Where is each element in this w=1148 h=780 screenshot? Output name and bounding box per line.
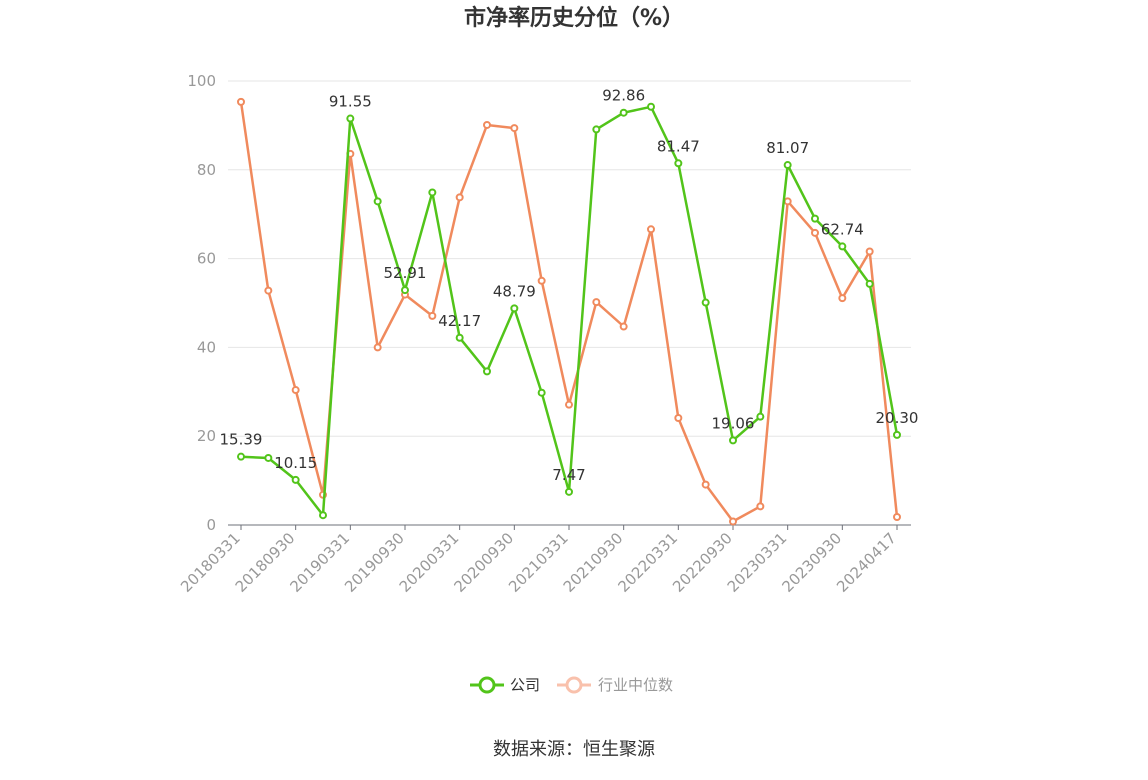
point-company-20220331 bbox=[674, 159, 683, 168]
point-industry-median-20200630 bbox=[483, 120, 491, 129]
point-industry-median-20201231 bbox=[537, 276, 546, 285]
data-label-company-20230930: 62.74 bbox=[821, 220, 864, 238]
grid-layer bbox=[228, 80, 911, 437]
point-company-20201231 bbox=[537, 388, 546, 397]
point-company-20190331 bbox=[346, 114, 355, 123]
point-industry-median-20230630 bbox=[811, 228, 819, 237]
point-industry-median-20220331 bbox=[674, 413, 683, 422]
data-label-company-20180331: 15.39 bbox=[220, 431, 263, 449]
point-industry-median-20211231 bbox=[647, 225, 655, 234]
data-source: 数据来源：恒生聚源 bbox=[493, 739, 655, 760]
legend-item-company[interactable]: 公司 bbox=[470, 676, 540, 694]
point-company-20210331 bbox=[565, 487, 573, 496]
point-company-20210630 bbox=[592, 125, 601, 134]
legend-marker-company bbox=[478, 676, 496, 694]
point-industry-median-20220930 bbox=[729, 517, 737, 526]
legend[interactable]: 公司 行业中位数 bbox=[470, 676, 673, 694]
data-label-company-20200331: 42.17 bbox=[438, 312, 481, 330]
data-label-company-20210331: 7.47 bbox=[552, 466, 585, 484]
point-company-20220630 bbox=[701, 298, 710, 307]
point-company-20210930 bbox=[619, 108, 628, 117]
data-label-company-20190331: 91.55 bbox=[329, 93, 372, 111]
point-company-20191231 bbox=[428, 188, 437, 197]
point-company-20220930 bbox=[729, 436, 737, 445]
data-label-company-20200930: 48.79 bbox=[493, 282, 536, 300]
point-industry-median-20180331 bbox=[237, 97, 245, 106]
x-tick-label-20240417: 20240417 bbox=[833, 529, 900, 596]
point-company-20211231 bbox=[647, 102, 655, 111]
series-line-company bbox=[240, 105, 899, 517]
point-industry-median-20240417 bbox=[893, 513, 901, 522]
legend-label-industry-median: 行业中位数 bbox=[598, 676, 673, 694]
point-company-20180630 bbox=[264, 453, 273, 462]
point-industry-median-20221231 bbox=[756, 502, 765, 511]
point-industry-median-20220630 bbox=[701, 480, 710, 489]
point-company-20200630 bbox=[483, 367, 491, 376]
data-label-company-20190930: 52.91 bbox=[384, 264, 427, 282]
label-layer: 15.39 10.15 91.55 52.91 42.17 48.79 7.47 92.86 8… bbox=[220, 87, 919, 484]
data-label-company-20180930: 10.15 bbox=[274, 454, 317, 472]
point-company-20230630 bbox=[811, 214, 819, 223]
series-line-industry-median bbox=[239, 101, 899, 523]
series-layer bbox=[237, 97, 901, 526]
point-industry-median-20210630 bbox=[592, 298, 601, 307]
y-tick-label-20: 20 bbox=[197, 427, 216, 445]
point-industry-median-20210331 bbox=[565, 400, 573, 409]
y-tick-label-60: 60 bbox=[197, 250, 216, 268]
point-company-20231231 bbox=[865, 279, 874, 288]
point-company-20180331 bbox=[237, 452, 245, 461]
legend-marker-industry-median bbox=[565, 676, 583, 694]
legend-label-company: 公司 bbox=[510, 676, 540, 694]
point-industry-median-20200930 bbox=[510, 124, 519, 133]
legend-item-industry-median[interactable]: 行业中位数 bbox=[557, 676, 673, 694]
y-tick-label-100: 100 bbox=[187, 72, 216, 90]
point-company-20240417 bbox=[893, 430, 901, 439]
point-company-20190930 bbox=[401, 286, 409, 295]
data-label-company-20240417: 20.30 bbox=[876, 409, 919, 427]
y-tick-label-80: 80 bbox=[197, 161, 216, 179]
data-label-company-20230331: 81.07 bbox=[766, 139, 809, 157]
point-industry-median-20210930 bbox=[619, 322, 628, 331]
point-company-20230930 bbox=[838, 242, 847, 251]
point-industry-median-20231231 bbox=[865, 247, 874, 256]
point-industry-median-20190630 bbox=[373, 343, 382, 352]
point-company-20190630 bbox=[373, 197, 382, 206]
point-company-20200930 bbox=[510, 304, 519, 313]
point-company-20180930 bbox=[291, 475, 300, 484]
point-industry-median-20180630 bbox=[264, 286, 273, 295]
point-industry-median-20200331 bbox=[455, 193, 464, 202]
y-tick-label-40: 40 bbox=[197, 338, 216, 356]
data-label-company-20220930: 19.06 bbox=[712, 414, 755, 432]
data-label-company-20220331: 81.47 bbox=[657, 137, 700, 155]
point-industry-median-20230930 bbox=[838, 294, 847, 303]
point-company-20221231 bbox=[756, 412, 765, 421]
point-company-20230331 bbox=[783, 161, 792, 170]
point-industry-median-20180930 bbox=[291, 386, 300, 395]
data-label-company-20210930: 92.86 bbox=[602, 87, 645, 105]
point-industry-median-20191231 bbox=[428, 311, 437, 320]
point-industry-median-20230331 bbox=[783, 197, 792, 206]
point-company-20200331 bbox=[455, 333, 464, 342]
chart-title: 市净率历史分位（%） bbox=[464, 5, 684, 31]
point-company-20181231 bbox=[319, 511, 327, 520]
y-tick-label-0: 0 bbox=[206, 516, 216, 534]
